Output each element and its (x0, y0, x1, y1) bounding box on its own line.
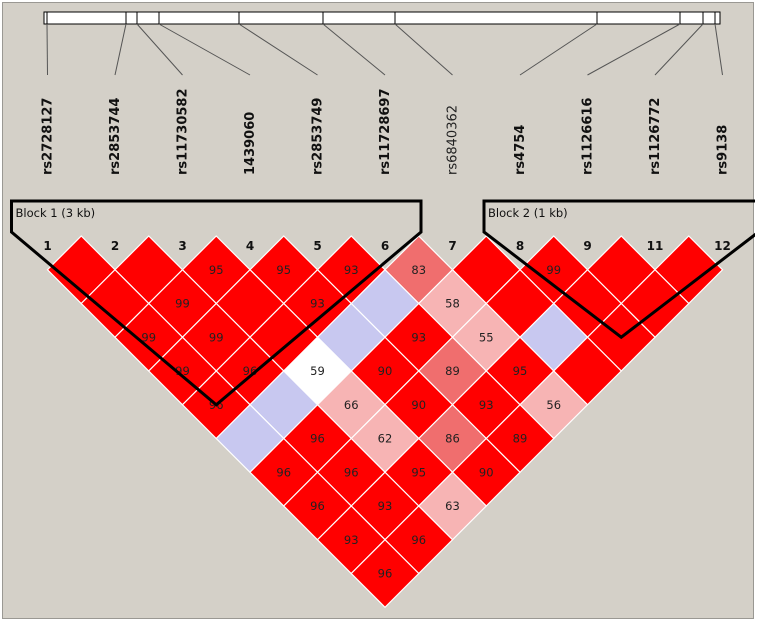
snp-name-labels: rs2728127 rs2853744 rs11730582 1439060 rs285… (41, 88, 731, 175)
snp-name: rs11730582 (176, 88, 191, 175)
ld-cell-value: 59 (310, 364, 325, 378)
snp-name: 1439060 (243, 112, 258, 175)
ld-cell (350, 538, 420, 609)
ld-cell-value: 93 (344, 533, 359, 547)
ld-cell-value: 95 (513, 364, 528, 378)
ld-cell-value: 63 (445, 499, 460, 513)
haplotype-block-outline (482, 199, 755, 340)
snp-connector (714, 23, 723, 76)
snp-name: rs9138 (716, 125, 731, 175)
ld-cell-value: 95 (276, 263, 291, 277)
snp-number: 11 (647, 239, 664, 253)
ld-cell-value: 55 (479, 330, 494, 344)
snp-connector (136, 23, 183, 76)
ld-cell-value: 93 (479, 398, 494, 412)
snp-connector (238, 23, 318, 76)
snp-number: 2 (111, 239, 119, 253)
ld-cell-value: 99 (141, 330, 156, 344)
snp-connector (394, 23, 453, 76)
ld-cell-value: 89 (445, 364, 460, 378)
snp-connector-lines (46, 23, 723, 76)
ld-cell-value: 96 (378, 567, 393, 581)
ld-cell-value: 96 (310, 432, 325, 446)
ld-cell-value: 99 (175, 297, 190, 311)
snp-name: rs6840362 (446, 105, 461, 175)
ld-cell-value: 96 (411, 533, 426, 547)
ld-cell-value: 58 (445, 297, 460, 311)
snp-name: rs2853744 (108, 98, 123, 175)
haplotype-block-outline (10, 199, 423, 407)
snp-number: 9 (583, 239, 591, 253)
snp-connector (46, 23, 48, 76)
ld-cell-value: 89 (513, 432, 528, 446)
ld-cell-value: 99 (546, 263, 561, 277)
snp-connector (114, 23, 127, 76)
ld-cell-value: 96 (310, 499, 325, 513)
snp-connector (158, 23, 251, 76)
snp-connector (519, 23, 598, 76)
snp-connector (587, 23, 681, 76)
snp-name: rs1126616 (581, 98, 596, 175)
ld-cell-value: 83 (411, 263, 426, 277)
snp-number: 4 (246, 239, 254, 253)
ruler-bar (43, 11, 721, 25)
block-label: Block 1 (3 kb) (16, 206, 96, 220)
ld-cell-value: 86 (445, 432, 460, 446)
block-label: Block 2 (1 kb) (488, 206, 568, 220)
ld-plot: rs2728127 rs2853744 rs11730582 1439060 rs285… (10, 11, 755, 609)
ld-cell-value: 95 (209, 263, 224, 277)
snp-connector (322, 23, 386, 76)
ld-cell-value: 90 (411, 398, 426, 412)
chromosome-ruler (43, 11, 721, 25)
snp-name: rs4754 (513, 125, 528, 175)
ld-cell-value: 62 (378, 432, 393, 446)
ld-cell-value: 99 (209, 330, 224, 344)
ld-cell-value: 90 (378, 364, 393, 378)
snp-name: rs11728697 (378, 88, 393, 175)
snp-name: rs2728127 (41, 98, 56, 175)
ld-cell-value: 66 (344, 398, 359, 412)
snp-number-labels: 1 2 3 4 5 6 7 8 9 11 12 (43, 239, 731, 253)
snp-number: 1 (43, 239, 51, 253)
snp-number: 3 (178, 239, 186, 253)
haplotype-blocks: Block 1 (3 kb) Block 2 (1 kb) (10, 199, 755, 407)
snp-number: 5 (313, 239, 321, 253)
snp-name: rs2853749 (311, 98, 326, 175)
ld-cell-value: 90 (479, 465, 494, 479)
snp-number: 12 (714, 239, 731, 253)
ld-cell-value: 93 (411, 330, 426, 344)
ld-cell-value: 95 (411, 465, 426, 479)
ld-cell-value: 93 (310, 297, 325, 311)
ld-cell-value: 93 (344, 263, 359, 277)
snp-connector (654, 23, 704, 76)
ld-cell-value: 96 (344, 465, 359, 479)
snp-number: 7 (448, 239, 456, 253)
snp-number: 8 (516, 239, 524, 253)
ld-cell-value: 56 (546, 398, 561, 412)
snp-number: 6 (381, 239, 389, 253)
snp-name: rs1126772 (648, 98, 663, 175)
ld-cell-value: 96 (276, 465, 291, 479)
ld-cell-value: 93 (378, 499, 393, 513)
